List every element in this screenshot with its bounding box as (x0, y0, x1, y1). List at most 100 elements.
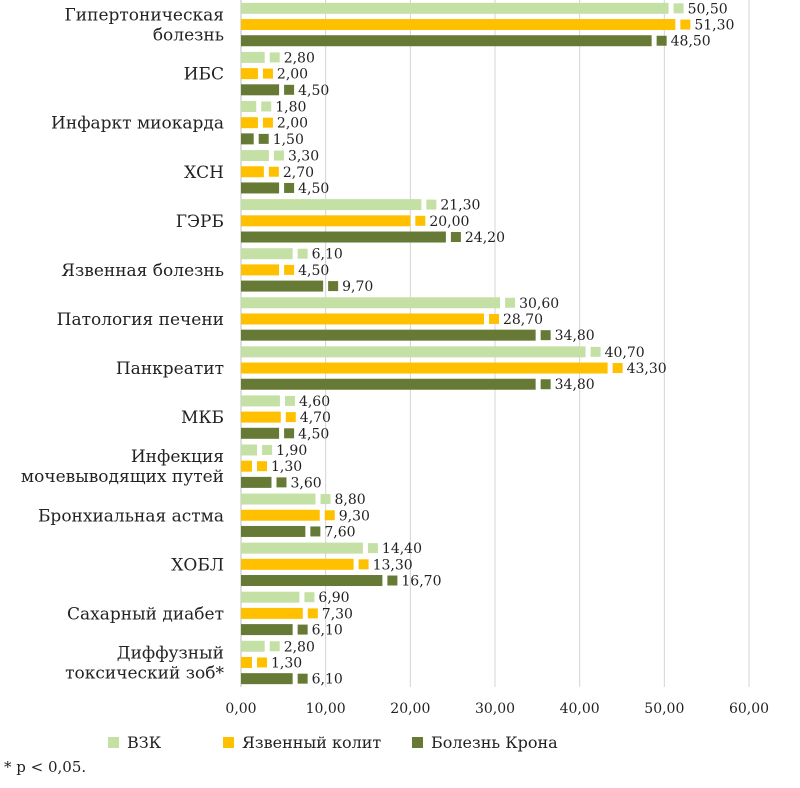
legend-label: ВЗК (127, 733, 162, 752)
bar (241, 624, 293, 636)
category-label: ИБС (184, 65, 224, 85)
data-label-marker (262, 68, 273, 79)
data-label: 9,30 (339, 508, 370, 524)
bar (241, 460, 253, 472)
category-label: болезнь (153, 26, 224, 46)
data-label-marker (505, 297, 516, 308)
x-tick-label: 30,00 (475, 701, 515, 717)
data-label: 21,30 (440, 198, 480, 214)
category-label: Бронхиальная астма (38, 506, 224, 526)
data-label-marker (284, 182, 295, 193)
bar (241, 362, 608, 374)
data-label-marker (358, 559, 369, 570)
data-label: 48,50 (671, 34, 711, 50)
category-label: ГЭРБ (176, 212, 224, 232)
data-label: 4,50 (298, 263, 329, 279)
bar (241, 35, 652, 47)
data-label: 6,10 (312, 247, 343, 263)
bar (241, 2, 669, 14)
data-label-marker (673, 3, 684, 14)
data-label-marker (680, 19, 691, 30)
data-label: 1,50 (273, 132, 304, 148)
bar (241, 427, 280, 439)
data-label: 2,00 (277, 116, 308, 132)
data-label: 2,80 (284, 639, 315, 655)
bar (241, 280, 324, 292)
data-label: 4,70 (300, 410, 331, 426)
bar (241, 476, 272, 488)
data-label: 40,70 (605, 345, 645, 361)
category-label: ХОБЛ (171, 555, 224, 575)
data-label-marker (262, 444, 273, 455)
data-label: 7,60 (324, 524, 355, 540)
data-label-marker (415, 215, 426, 226)
data-label-marker (261, 101, 272, 112)
data-label: 4,50 (298, 83, 329, 99)
data-label-marker (262, 117, 273, 128)
x-tick-label: 60,00 (729, 701, 769, 717)
data-label-marker (307, 608, 318, 619)
data-label: 6,90 (318, 590, 349, 606)
bar (241, 248, 293, 260)
legend-swatch (412, 737, 423, 748)
data-label-marker (284, 84, 295, 95)
data-label: 50,50 (688, 1, 728, 17)
data-label-marker (450, 232, 461, 243)
data-label: 2,00 (277, 67, 308, 83)
data-label-marker (297, 673, 308, 684)
bar (241, 673, 293, 685)
bar (241, 509, 320, 521)
category-label: Инфекция (131, 447, 224, 467)
bar (241, 575, 383, 587)
category-label: Язвенная болезнь (61, 261, 224, 281)
data-label: 28,70 (503, 312, 543, 328)
data-label: 3,30 (288, 149, 319, 165)
bar (241, 378, 536, 390)
bar (241, 444, 258, 456)
legend-label: Болезнь Крона (431, 733, 558, 752)
bar (241, 150, 269, 162)
data-label-marker (297, 248, 308, 259)
data-label: 9,70 (342, 279, 373, 295)
bar (241, 166, 264, 178)
data-label: 4,60 (299, 394, 330, 410)
data-label: 24,20 (465, 230, 505, 246)
data-label: 2,80 (284, 50, 315, 66)
data-label-marker (297, 624, 308, 635)
bar (241, 84, 280, 96)
bar (241, 591, 300, 603)
bar (241, 182, 280, 194)
data-label-marker (273, 150, 284, 161)
category-label: Диффузный (117, 643, 224, 663)
data-label-marker (285, 412, 296, 423)
data-label-marker (612, 363, 623, 374)
data-label-marker (540, 379, 551, 390)
data-label: 4,50 (298, 426, 329, 442)
data-label-marker (426, 199, 437, 210)
bar (241, 313, 484, 325)
data-label: 14,40 (382, 541, 422, 557)
data-label-marker (284, 428, 295, 439)
data-label: 51,30 (694, 18, 734, 34)
data-label: 43,30 (627, 361, 667, 377)
data-label: 6,10 (312, 623, 343, 639)
data-label-marker (269, 641, 280, 652)
data-label: 2,70 (283, 165, 314, 181)
bar (241, 133, 254, 145)
category-label: токсический зоб* (65, 663, 224, 683)
bar (241, 264, 280, 276)
category-label: Сахарный диабет (67, 604, 224, 624)
bar (241, 329, 536, 341)
bar (241, 525, 306, 537)
data-label-marker (284, 264, 295, 275)
data-label-marker (284, 395, 295, 406)
bar (241, 346, 586, 358)
data-label-marker (268, 166, 279, 177)
data-label-marker (590, 346, 601, 357)
footnote: * p < 0,05. (4, 758, 87, 776)
category-label: Гипертоническая (65, 6, 224, 26)
x-tick-label: 20,00 (390, 701, 430, 717)
legend-label: Язвенный колит (242, 733, 381, 752)
category-label: Патология печени (57, 310, 224, 330)
